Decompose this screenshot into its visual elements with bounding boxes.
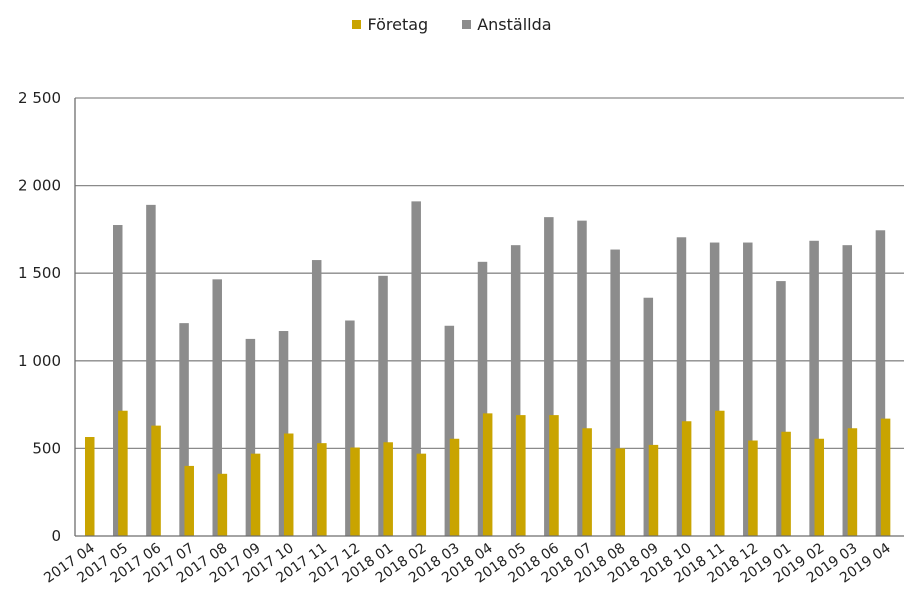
y-tick-label: 1 500 — [18, 264, 61, 282]
bar-foretag — [847, 428, 858, 536]
bar-anstallda — [544, 217, 554, 537]
bar-anstallda — [311, 260, 322, 536]
legend-item-anstallda: Anställda — [462, 15, 552, 34]
bar-foretag — [781, 431, 791, 536]
bar-foretag — [615, 448, 626, 536]
bar-foretag — [184, 465, 194, 536]
bar-anstallda — [676, 237, 687, 536]
bar-anstallda — [709, 242, 720, 537]
bar-anstallda — [577, 220, 587, 536]
bar-foretag — [283, 433, 294, 536]
bar-foretag — [582, 428, 592, 536]
bar-foretag — [748, 440, 758, 536]
bar-foretag — [648, 444, 659, 536]
bar-anstallda — [477, 261, 488, 536]
legend-label-anstallda: Anställda — [477, 15, 552, 34]
bar-anstallda — [245, 338, 256, 536]
chart-legend: Företag Anställda — [0, 15, 904, 34]
bar-foretag — [350, 447, 360, 536]
y-tick-label: 2 000 — [18, 177, 61, 195]
legend-swatch-foretag — [352, 20, 362, 29]
bar-anstallda — [278, 331, 289, 536]
bar-foretag — [151, 425, 161, 536]
bar-foretag — [217, 473, 228, 536]
bar-anstallda — [411, 201, 421, 537]
bar-foretag — [549, 415, 559, 536]
bar-anstallda — [743, 242, 753, 537]
bar-foretag — [482, 413, 493, 536]
bar-foretag — [880, 418, 891, 536]
bar-anstallda — [875, 230, 886, 536]
bar-foretag — [681, 421, 692, 536]
bar-foretag — [383, 442, 393, 536]
y-tick-label: 2 500 — [18, 89, 61, 107]
y-tick-label: 0 — [51, 527, 61, 545]
bar-foretag — [416, 453, 427, 536]
bar-anstallda — [146, 204, 156, 536]
bar-anstallda — [809, 240, 819, 536]
bar-anstallda — [179, 323, 189, 536]
bar-foretag — [516, 415, 526, 536]
bar-foretag — [449, 438, 460, 536]
bar-anstallda — [610, 249, 620, 536]
bar-foretag — [85, 437, 95, 536]
bar-anstallda — [643, 297, 654, 536]
legend-item-foretag: Företag — [352, 15, 428, 34]
bar-foretag — [250, 453, 261, 536]
legend-label-foretag: Företag — [367, 15, 429, 34]
bar-anstallda — [444, 325, 455, 536]
bar-foretag — [317, 443, 327, 536]
bar-anstallda — [842, 245, 853, 536]
bar-foretag — [814, 438, 825, 536]
bar-anstallda — [378, 275, 388, 536]
legend-swatch-anstallda — [462, 20, 472, 29]
bar-anstallda — [212, 279, 222, 536]
bar-anstallda — [345, 320, 355, 536]
y-tick-label: 500 — [32, 439, 61, 457]
bar-anstallda — [510, 245, 521, 536]
bar-foretag — [715, 410, 725, 536]
bar-anstallda — [113, 225, 123, 536]
y-tick-label: 1 000 — [18, 352, 61, 370]
bar-anstallda — [776, 281, 786, 536]
bar-foretag — [118, 410, 128, 536]
